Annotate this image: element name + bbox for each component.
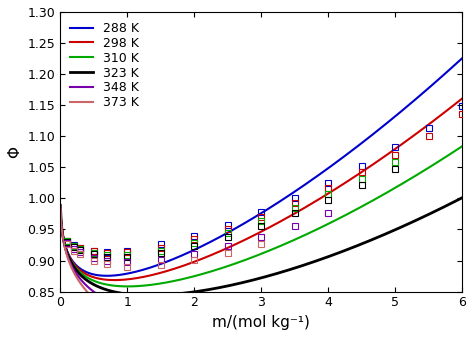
- Legend: 288 K, 298 K, 310 K, 323 K, 348 K, 373 K: 288 K, 298 K, 310 K, 323 K, 348 K, 373 K: [67, 18, 143, 113]
- Y-axis label: Φ: Φ: [7, 146, 22, 158]
- X-axis label: m/(mol kg⁻¹): m/(mol kg⁻¹): [212, 315, 310, 330]
